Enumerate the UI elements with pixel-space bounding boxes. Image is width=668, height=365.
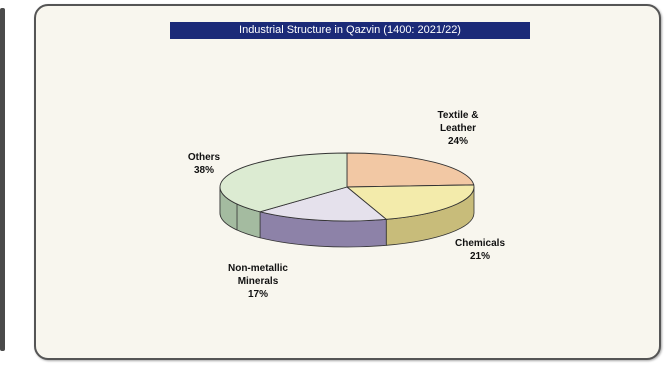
pie-slice-3 [219,152,348,213]
pie-labels: Textile & Leather 24% Chemicals 21% Non-metal… [188,110,506,300]
pie-slice-1 [345,184,475,220]
pie-label-0: Textile & Leather 24% [438,110,479,147]
pie-label-3: Others 38% [188,152,221,176]
pie-slice-2 [258,186,388,222]
pie-label-2: Non-metallic Minerals 17% [228,263,288,300]
pie-label-1: Chemicals 21% [455,238,505,262]
pie-slices [219,152,475,222]
pie-slice-0 [346,152,475,188]
chart-title: Industrial Structure in Qazvin (1400: 20… [170,22,530,39]
pie-sides [219,186,475,248]
left-panel-edge [0,8,5,351]
